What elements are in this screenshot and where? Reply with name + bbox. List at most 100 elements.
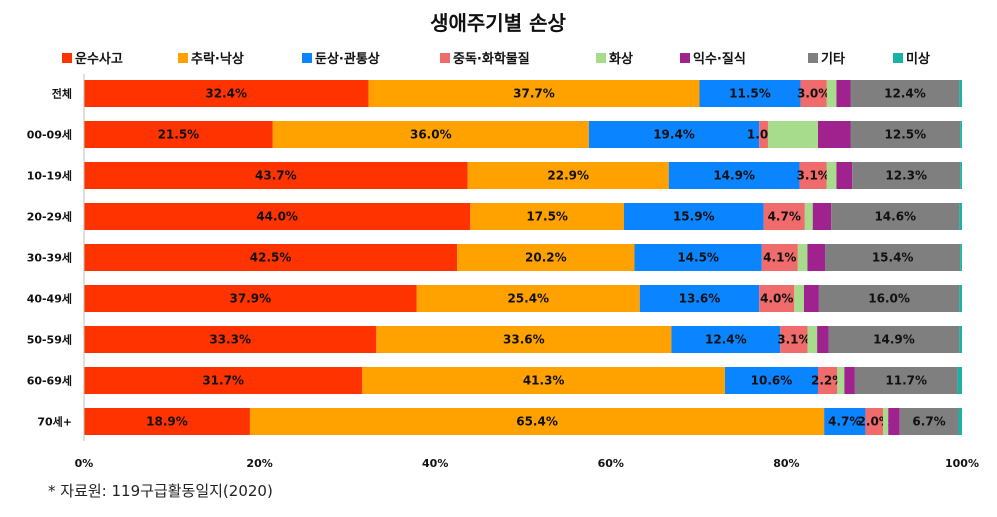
- bar-segment: [957, 367, 962, 394]
- bar-segment: [84, 326, 377, 353]
- bar-segment: [84, 162, 468, 189]
- data-label: 32.4%: [205, 87, 247, 101]
- data-label: 14.6%: [874, 210, 916, 224]
- bar-row: 30-39세 42.5% 20.2% 14.5% 4.1% 15.4%: [27, 244, 962, 271]
- legend-label: 미상: [906, 51, 930, 67]
- legend-item: 익수·질식: [680, 51, 746, 67]
- bar-segment: [799, 162, 827, 189]
- data-label: 43.7%: [255, 169, 297, 183]
- legend-label: 둔상·관통상: [315, 51, 380, 67]
- bar-segment: [807, 326, 818, 353]
- bar-segment: [634, 244, 762, 271]
- data-label: 6.7%: [912, 415, 945, 429]
- data-label: 11.7%: [885, 374, 927, 388]
- x-tick-label: 80%: [773, 457, 799, 470]
- data-label: 25.4%: [507, 292, 549, 306]
- bar-segment: [724, 367, 819, 394]
- data-label: 15.9%: [673, 210, 715, 224]
- data-label: 3.1%: [777, 333, 810, 347]
- data-label: 12.4%: [705, 333, 747, 347]
- bar-segment: [84, 244, 458, 271]
- data-label: 31.7%: [202, 374, 244, 388]
- plot-area: 전체 32.4% 37.7% 11.5% 3.0% 12.4% 00-09세 21.5% 36.…: [27, 80, 962, 435]
- data-label: 65.4%: [516, 415, 558, 429]
- bar-segment: [761, 244, 798, 271]
- data-label: 11.5%: [729, 87, 771, 101]
- bar-row: 50-59세 33.3% 33.6% 12.4% 3.1% 14.9%: [27, 326, 962, 353]
- bar-row: 10-19세 43.7% 22.9% 14.9% 3.1% 12.3%: [27, 162, 962, 189]
- data-label: 42.5%: [250, 251, 292, 265]
- bar-segment: [249, 408, 825, 435]
- data-label: 19.4%: [653, 128, 695, 142]
- bar-segment: [888, 408, 900, 435]
- legend: 운수사고 추락·낙상 둔상·관통상 중독·화학물질 화상 익수·질식 기타 미상: [62, 51, 930, 67]
- legend-label: 기타: [821, 51, 845, 67]
- bar-segment: [850, 80, 960, 107]
- bar-segment: [831, 203, 960, 230]
- data-label: 36.0%: [410, 128, 452, 142]
- data-label: 4.7%: [768, 210, 801, 224]
- data-label: 2.2%: [811, 374, 844, 388]
- data-label: 44.0%: [256, 210, 298, 224]
- data-label: 33.6%: [503, 333, 545, 347]
- data-label: 2.0%: [858, 415, 891, 429]
- bar-segment: [416, 285, 640, 312]
- data-label: 17.5%: [526, 210, 568, 224]
- bar-segment: [837, 367, 845, 394]
- data-label: 4.1%: [763, 251, 796, 265]
- legend-swatch: [178, 53, 188, 63]
- bar-segment: [84, 121, 273, 148]
- data-label: 18.9%: [146, 415, 188, 429]
- x-tick-label: 40%: [422, 457, 448, 470]
- bar-segment: [899, 408, 959, 435]
- bar-segment: [362, 367, 725, 394]
- bar-segment: [699, 80, 801, 107]
- legend-swatch: [62, 53, 72, 63]
- bar-row: 20-29세 44.0% 17.5% 15.9% 4.7% 14.6%: [27, 203, 962, 230]
- legend-swatch: [302, 53, 312, 63]
- legend-label: 중독·화학물질: [453, 51, 530, 67]
- bar-segment: [818, 367, 838, 394]
- data-label: 3.0%: [797, 87, 830, 101]
- bar-segment: [817, 326, 829, 353]
- bar-segment: [850, 121, 961, 148]
- bar-segment: [797, 244, 808, 271]
- bar-segment: [807, 244, 826, 271]
- bar-segment: [803, 285, 819, 312]
- x-tick-label: 0%: [75, 457, 94, 470]
- data-label: 16.0%: [868, 292, 910, 306]
- legend-label: 추락·낙상: [191, 51, 244, 67]
- legend-label: 익수·질식: [693, 51, 746, 67]
- bar-segment: [836, 80, 851, 107]
- bar-segment: [588, 121, 760, 148]
- category-label: 40-49세: [27, 292, 72, 306]
- bar-segment: [960, 244, 962, 271]
- bar-segment: [828, 326, 960, 353]
- legend-swatch: [596, 53, 606, 63]
- bar-segment: [457, 244, 635, 271]
- bar-segment: [958, 408, 962, 435]
- bar-row: 60-69세 31.7% 41.3% 10.6% 2.2% 11.7%: [27, 367, 962, 394]
- bar-segment: [818, 285, 960, 312]
- data-label: 20.2%: [525, 251, 567, 265]
- legend-swatch: [680, 53, 690, 63]
- bar-segment: [804, 203, 813, 230]
- bar-segment: [852, 162, 961, 189]
- bar-segment: [84, 367, 363, 394]
- bar-segment: [800, 80, 827, 107]
- x-tick-label: 100%: [945, 457, 979, 470]
- category-label: 60-69세: [27, 374, 72, 388]
- legend-swatch: [808, 53, 818, 63]
- data-label: 4.7%: [828, 415, 861, 429]
- data-label: 14.9%: [873, 333, 915, 347]
- category-label: 20-29세: [27, 210, 72, 224]
- bar-segment: [668, 162, 800, 189]
- data-label: 22.9%: [547, 169, 589, 183]
- bar-segment: [818, 121, 851, 148]
- data-label: 12.4%: [884, 87, 926, 101]
- legend-label: 화상: [609, 51, 633, 67]
- bar-segment: [84, 80, 369, 107]
- legend-label: 운수사고: [75, 51, 123, 67]
- data-label: 10.6%: [751, 374, 793, 388]
